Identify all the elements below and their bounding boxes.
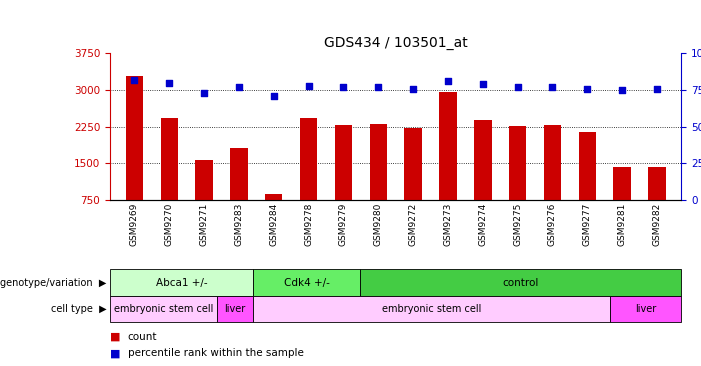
Text: embryonic stem cell: embryonic stem cell — [382, 304, 481, 314]
Bar — [474, 120, 491, 200]
Point — [442, 78, 454, 84]
Text: count: count — [128, 332, 157, 342]
Point — [582, 86, 593, 92]
Point — [129, 77, 140, 83]
Bar — [300, 118, 318, 200]
Bar — [253, 269, 360, 296]
Point — [198, 90, 210, 96]
Point — [163, 80, 175, 86]
Bar — [110, 269, 253, 296]
Title: GDS434 / 103501_at: GDS434 / 103501_at — [324, 36, 468, 50]
Point — [303, 83, 314, 89]
Text: percentile rank within the sample: percentile rank within the sample — [128, 348, 304, 358]
Bar — [161, 118, 178, 200]
Point — [512, 84, 523, 90]
Bar — [217, 296, 253, 322]
Bar — [265, 194, 283, 200]
Bar — [648, 167, 666, 200]
Text: cell type  ▶: cell type ▶ — [51, 304, 107, 314]
Bar — [125, 76, 143, 200]
Bar — [544, 125, 562, 200]
Text: genotype/variation  ▶: genotype/variation ▶ — [0, 277, 107, 288]
Point — [268, 93, 280, 99]
Text: control: control — [503, 277, 539, 288]
Bar — [610, 296, 681, 322]
Point — [233, 84, 245, 90]
Text: liver: liver — [635, 304, 656, 314]
Bar — [613, 167, 631, 200]
Bar — [253, 296, 610, 322]
Text: Cdk4 +/-: Cdk4 +/- — [283, 277, 329, 288]
Bar — [335, 125, 352, 200]
Bar — [110, 296, 217, 322]
Bar — [369, 124, 387, 200]
Bar — [360, 269, 681, 296]
Point — [651, 86, 662, 92]
Text: Abca1 +/-: Abca1 +/- — [156, 277, 207, 288]
Point — [617, 87, 628, 93]
Point — [477, 81, 489, 87]
Bar — [196, 160, 213, 200]
Bar — [440, 92, 456, 200]
Point — [547, 84, 558, 90]
Text: ■: ■ — [110, 332, 121, 342]
Bar — [509, 126, 526, 200]
Point — [338, 84, 349, 90]
Bar — [230, 147, 247, 200]
Point — [373, 84, 384, 90]
Bar — [404, 128, 422, 200]
Text: embryonic stem cell: embryonic stem cell — [114, 304, 213, 314]
Text: liver: liver — [224, 304, 245, 314]
Point — [407, 86, 418, 92]
Text: ■: ■ — [110, 348, 121, 358]
Bar — [578, 131, 596, 200]
